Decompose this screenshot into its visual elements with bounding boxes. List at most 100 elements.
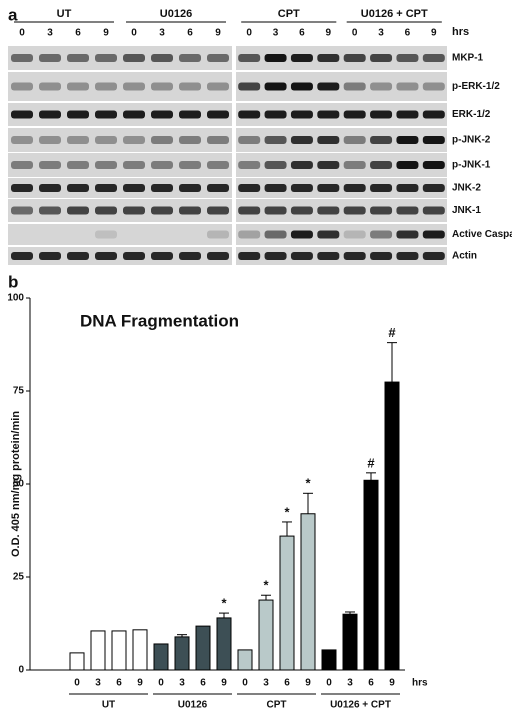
x-tick-label: 0 [158, 678, 164, 689]
blot-band [370, 136, 393, 144]
blot-band [317, 82, 340, 91]
bar [153, 643, 169, 671]
blot-strip [8, 103, 232, 126]
blot-band [238, 54, 261, 62]
blot-band [39, 110, 61, 119]
blot-strip [236, 199, 447, 222]
blot-band [207, 82, 229, 91]
blot-band [264, 230, 287, 239]
blot-band [264, 82, 287, 91]
x-tick-label: 0 [242, 678, 248, 689]
x-tick-label: 6 [284, 678, 290, 689]
blot-band [370, 54, 393, 62]
lane-label: 9 [215, 28, 221, 39]
blot-band [343, 230, 366, 239]
blot-band [179, 110, 201, 119]
blot-strip [8, 224, 232, 245]
blot-band [343, 161, 366, 169]
blot-band [264, 110, 287, 119]
legend-label: UT [102, 700, 115, 711]
blot-band [123, 161, 145, 169]
blot-band [39, 161, 61, 169]
blot-band [317, 136, 340, 144]
x-tick-label: 6 [116, 678, 122, 689]
chart-title: DNA Fragmentation [80, 311, 239, 330]
bar [69, 652, 85, 671]
blot-band [238, 82, 261, 91]
blot-band [317, 184, 340, 192]
blot-band [396, 252, 419, 260]
blot-band [95, 110, 117, 119]
blot-band [207, 230, 229, 239]
blot-band [422, 161, 445, 169]
blot-band [207, 252, 229, 260]
blot-band [396, 110, 419, 119]
x-tick-label: 9 [137, 678, 143, 689]
lane-label: 3 [273, 28, 279, 39]
blot-band [11, 252, 33, 260]
x-tick-label: 9 [389, 678, 395, 689]
blot-band [67, 54, 89, 62]
lane-label: 0 [246, 28, 252, 39]
blot-band [370, 230, 393, 239]
blot-band [343, 54, 366, 62]
blot-band [207, 54, 229, 62]
blot-band [95, 230, 117, 239]
bar [90, 630, 106, 671]
blot-band [67, 136, 89, 144]
lane-label: 0 [19, 28, 25, 39]
lane-label: 0 [131, 28, 137, 39]
x-tick-label: 3 [347, 678, 353, 689]
blot-band [179, 206, 201, 215]
blot-band [290, 161, 313, 169]
time-unit: hrs [452, 26, 469, 38]
lane-label: 6 [299, 28, 305, 39]
significance-mark: * [284, 504, 290, 519]
significance-mark: # [388, 325, 396, 340]
blot-band [179, 136, 201, 144]
blot-band [39, 54, 61, 62]
bar [342, 613, 358, 671]
group-label: U0126 + CPT [361, 8, 428, 20]
blot-band [422, 110, 445, 119]
blot-band [370, 206, 393, 215]
y-tick-label: 0 [18, 665, 24, 676]
blot-band [123, 136, 145, 144]
blot-band [396, 230, 419, 239]
lane-label: 9 [431, 28, 437, 39]
x-axis-label: hrs [412, 678, 428, 689]
y-tick-label: 50 [13, 479, 25, 490]
y-tick-label: 100 [7, 293, 24, 304]
x-tick-label: 0 [326, 678, 332, 689]
blot-band [264, 136, 287, 144]
y-tick-label: 25 [13, 572, 25, 583]
lane-label: 6 [187, 28, 193, 39]
blot-band [343, 184, 366, 192]
significance-mark: * [305, 476, 311, 491]
blot-band [238, 110, 261, 119]
blot-band [290, 184, 313, 192]
blot-band [151, 206, 173, 215]
blot-band [317, 206, 340, 215]
blot-band [11, 82, 33, 91]
blot-band [343, 110, 366, 119]
lane-label: 9 [103, 28, 109, 39]
blot-band [264, 184, 287, 192]
blot-band [151, 136, 173, 144]
lane-label: 3 [378, 28, 384, 39]
lane-label: 6 [75, 28, 81, 39]
group-label: CPT [278, 8, 300, 20]
blot-band [39, 184, 61, 192]
blot-band [95, 184, 117, 192]
blot-band [422, 206, 445, 215]
blot-band [123, 252, 145, 260]
blot-band [95, 206, 117, 215]
blot-band [422, 230, 445, 239]
blot-band [422, 82, 445, 91]
blot-band [207, 110, 229, 119]
blot-band [317, 110, 340, 119]
bar [174, 636, 190, 671]
bar [195, 625, 211, 671]
row-label: ERK-1/2 [452, 109, 491, 120]
legend-label: U0126 + CPT [330, 700, 391, 711]
